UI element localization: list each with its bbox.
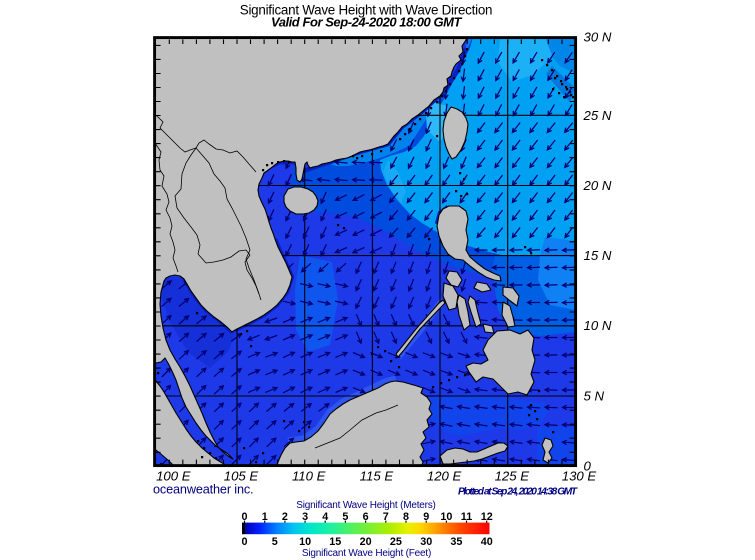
svg-text:115 E: 115 E xyxy=(360,469,394,484)
svg-text:2: 2 xyxy=(282,511,288,523)
svg-text:5: 5 xyxy=(272,536,278,548)
svg-text:3: 3 xyxy=(302,511,308,523)
svg-text:100 E: 100 E xyxy=(156,469,191,484)
svg-text:15 N: 15 N xyxy=(584,248,612,263)
svg-text:12: 12 xyxy=(481,511,493,523)
svg-text:30 N: 30 N xyxy=(584,30,612,45)
svg-text:Significant Wave Height (Feet): Significant Wave Height (Feet) xyxy=(302,548,431,559)
svg-text:11: 11 xyxy=(461,511,472,523)
svg-text:Significant Wave Height (Meter: Significant Wave Height (Meters) xyxy=(296,500,435,511)
svg-text:130 E: 130 E xyxy=(562,469,597,484)
svg-text:Plotted at Sep 24, 2020 14:38: Plotted at Sep 24, 2020 14:38 GMT xyxy=(458,487,578,498)
svg-text:25 N: 25 N xyxy=(583,108,612,123)
svg-text:10: 10 xyxy=(299,536,311,548)
svg-text:35: 35 xyxy=(450,536,462,548)
svg-text:25: 25 xyxy=(390,536,402,548)
svg-text:9: 9 xyxy=(423,511,429,523)
svg-text:20 N: 20 N xyxy=(583,178,612,193)
svg-text:Valid For Sep-24-2020 18:00 GM: Valid For Sep-24-2020 18:00 GMT xyxy=(271,15,463,30)
svg-text:7: 7 xyxy=(383,511,389,523)
svg-text:30: 30 xyxy=(420,536,432,548)
svg-text:10: 10 xyxy=(440,511,452,523)
svg-text:20: 20 xyxy=(360,536,372,548)
svg-text:10 N: 10 N xyxy=(584,318,612,333)
svg-text:6: 6 xyxy=(363,511,369,523)
svg-text:40: 40 xyxy=(481,536,493,548)
svg-text:Significant Wave Height with W: Significant Wave Height with Wave Direct… xyxy=(240,2,492,17)
svg-text:0: 0 xyxy=(241,536,247,548)
svg-text:110 E: 110 E xyxy=(292,469,326,484)
svg-text:5 N: 5 N xyxy=(584,388,605,403)
svg-text:125 E: 125 E xyxy=(495,469,530,484)
svg-text:oceanweather inc.: oceanweather inc. xyxy=(153,483,253,497)
svg-text:1: 1 xyxy=(262,511,268,523)
svg-text:4: 4 xyxy=(322,511,328,523)
svg-text:120 E: 120 E xyxy=(427,469,462,484)
svg-text:105 E: 105 E xyxy=(224,469,259,484)
svg-text:8: 8 xyxy=(403,511,409,523)
svg-text:0: 0 xyxy=(584,459,592,474)
svg-text:5: 5 xyxy=(342,511,348,523)
svg-text:0: 0 xyxy=(241,511,247,523)
svg-text:15: 15 xyxy=(329,536,341,548)
